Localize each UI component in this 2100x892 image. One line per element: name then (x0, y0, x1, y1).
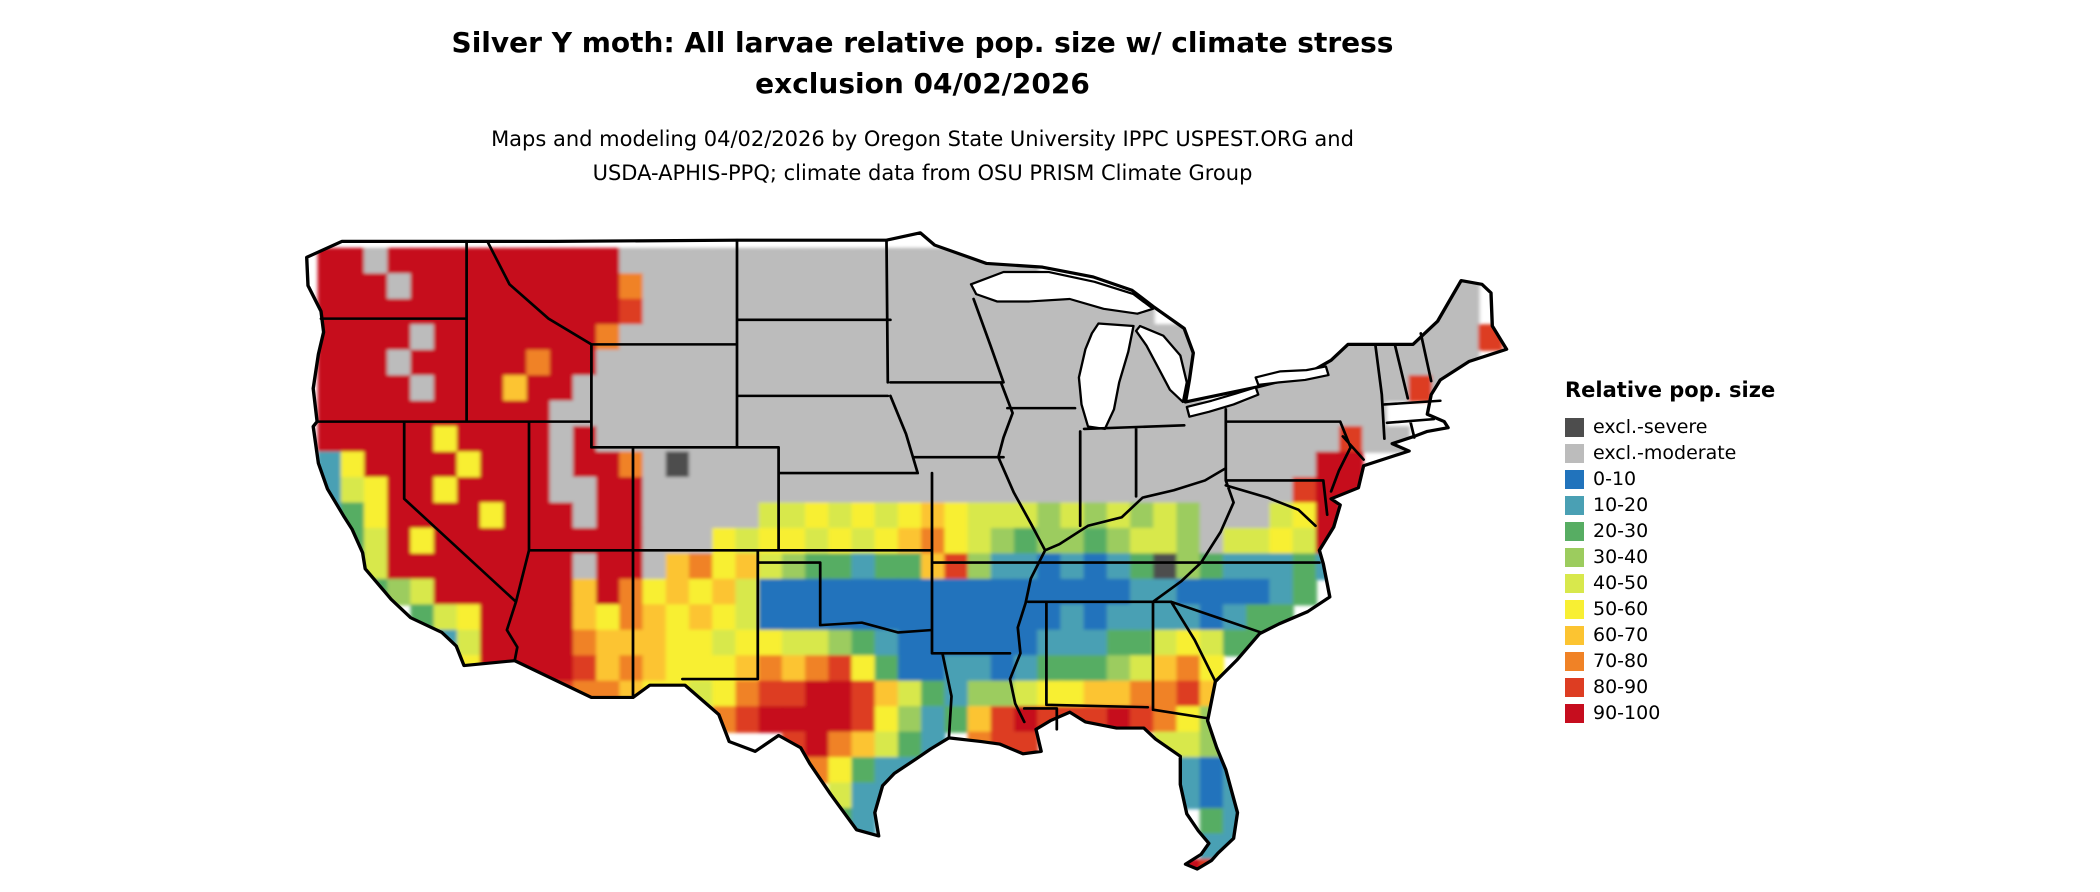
us-outline (305, 231, 1509, 871)
legend-swatch (1565, 573, 1584, 593)
legend-swatch (1565, 599, 1584, 619)
lake-huron (1134, 324, 1188, 404)
legend-row: 50-60 (1565, 596, 1925, 622)
us-map (295, 223, 1595, 885)
legend-swatch (1565, 625, 1584, 645)
legend-swatch (1565, 651, 1584, 671)
lake-superior (969, 270, 1155, 315)
legend-swatch (1565, 417, 1584, 437)
legend: Relative pop. size excl.-severe excl.-mod… (1565, 378, 1925, 726)
legend-row: 0-10 (1565, 466, 1925, 492)
lake-ontario (1254, 365, 1330, 386)
great-lakes (969, 270, 1330, 431)
legend-label: 90-100 (1593, 702, 1661, 724)
legend-label: 40-50 (1593, 572, 1649, 594)
state-borders (315, 238, 1442, 740)
legend-swatch (1565, 443, 1584, 463)
legend-row: 90-100 (1565, 700, 1925, 726)
legend-swatch (1565, 521, 1584, 541)
legend-label: 80-90 (1593, 676, 1649, 698)
legend-swatch (1565, 469, 1584, 489)
legend-row: 70-80 (1565, 648, 1925, 674)
legend-row: excl.-severe (1565, 414, 1925, 440)
legend-label: 30-40 (1593, 546, 1649, 568)
legend-swatch (1565, 547, 1584, 567)
legend-title: Relative pop. size (1565, 378, 1776, 402)
legend-label: 60-70 (1593, 624, 1649, 646)
legend-swatch (1565, 703, 1584, 723)
legend-label: 20-30 (1593, 520, 1649, 542)
legend-swatch (1565, 495, 1584, 515)
legend-row: 10-20 (1565, 492, 1925, 518)
legend-label: excl.-moderate (1593, 442, 1737, 464)
legend-row: 60-70 (1565, 622, 1925, 648)
page-title-line1: Silver Y moth: All larvae relative pop. … (451, 26, 1394, 59)
lake-erie (1185, 386, 1260, 418)
legend-label: 70-80 (1593, 650, 1649, 672)
legend-row: 30-40 (1565, 544, 1925, 570)
page-subtitle-line1: Maps and modeling 04/02/2026 by Oregon S… (491, 127, 1354, 151)
legend-label: 10-20 (1593, 494, 1649, 516)
legend-items: excl.-severe excl.-moderate 0-10 10-20 20-30… (1565, 414, 1925, 726)
legend-row: 20-30 (1565, 518, 1925, 544)
legend-row: excl.-moderate (1565, 440, 1925, 466)
legend-label: 0-10 (1593, 468, 1637, 490)
page-subtitle: Maps and modeling 04/02/2026 by Oregon S… (0, 122, 1845, 190)
legend-swatch (1565, 677, 1584, 697)
legend-label: 50-60 (1593, 598, 1649, 620)
page-subtitle-line2: USDA-APHIS-PPQ; climate data from OSU PR… (592, 161, 1253, 185)
legend-row: 80-90 (1565, 674, 1925, 700)
legend-row: 40-50 (1565, 570, 1925, 596)
page-title: Silver Y moth: All larvae relative pop. … (0, 22, 1845, 104)
page-title-line2: exclusion 04/02/2026 (755, 67, 1090, 100)
map-canvas (305, 231, 1509, 871)
legend-label: excl.-severe (1593, 416, 1708, 438)
